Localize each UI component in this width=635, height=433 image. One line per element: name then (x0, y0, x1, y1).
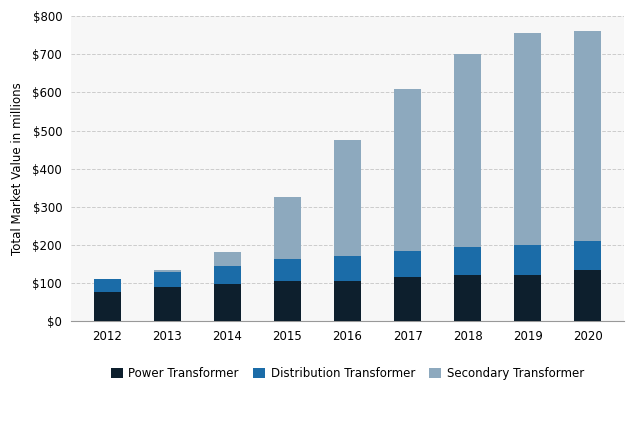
Bar (274, 197, 301, 259)
Bar (274, 281, 301, 321)
Bar (154, 270, 181, 271)
Bar (334, 256, 361, 281)
Bar (454, 54, 481, 247)
Bar (454, 275, 481, 321)
Legend: Power Transformer, Distribution Transformer, Secondary Transformer: Power Transformer, Distribution Transfor… (107, 364, 588, 384)
Bar (94, 291, 121, 321)
Bar (574, 241, 601, 270)
Bar (454, 247, 481, 275)
Bar (214, 252, 241, 266)
Bar (574, 270, 601, 321)
Bar (574, 31, 601, 241)
Bar (214, 284, 241, 321)
Bar (154, 271, 181, 287)
Bar (274, 259, 301, 281)
Bar (394, 278, 421, 321)
Bar (514, 245, 541, 275)
Bar (394, 89, 421, 251)
Bar (94, 279, 121, 291)
Bar (394, 251, 421, 278)
Bar (154, 287, 181, 321)
Bar (214, 266, 241, 284)
Bar (514, 33, 541, 245)
Bar (334, 281, 361, 321)
Bar (514, 275, 541, 321)
Y-axis label: Total Market Value in millions: Total Market Value in millions (11, 82, 24, 255)
Bar (334, 140, 361, 256)
